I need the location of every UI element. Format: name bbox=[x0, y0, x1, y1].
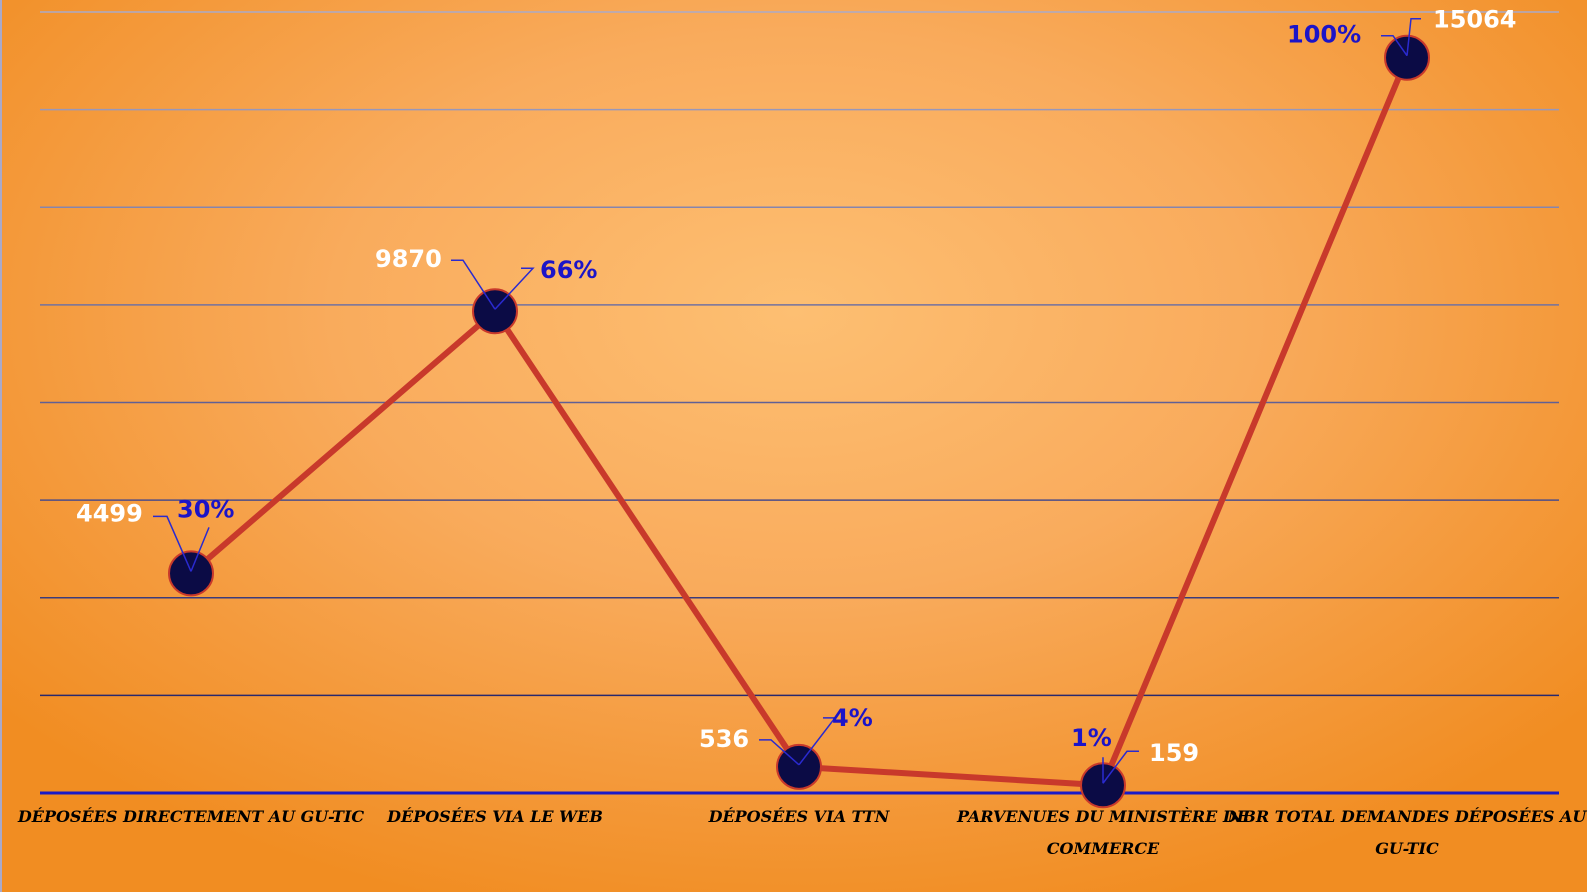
x-tick-label: NBR TOTAL DEMANDES DÉPOSÉES AU bbox=[1227, 806, 1587, 826]
percent-leader-line bbox=[190, 527, 210, 572]
value-leader-line bbox=[1406, 17, 1421, 56]
data-percent-label: 100% bbox=[1287, 21, 1361, 49]
data-value-label: 159 bbox=[1149, 739, 1199, 767]
value-leader-line bbox=[153, 515, 192, 572]
percent-leader-line bbox=[494, 267, 535, 310]
x-tick-label: COMMERCE bbox=[1047, 839, 1160, 858]
data-percent-label: 4% bbox=[832, 704, 873, 732]
percent-leader-line bbox=[798, 717, 837, 766]
data-point-marker bbox=[472, 288, 518, 335]
value-leader-line bbox=[1102, 750, 1139, 784]
data-value-label: 9870 bbox=[375, 245, 442, 273]
data-value-label: 536 bbox=[699, 725, 749, 753]
data-percent-label: 30% bbox=[177, 495, 234, 523]
x-tick-label: DÉPOSÉES VIA LE WEB bbox=[386, 806, 603, 826]
x-tick-label: GU-TIC bbox=[1375, 839, 1439, 858]
value-leader-line bbox=[451, 259, 496, 310]
x-tick-label: DÉPOSÉES VIA TTN bbox=[708, 806, 891, 826]
x-tick-label: DÉPOSÉES DIRECTEMENT AU GU-TIC bbox=[17, 806, 364, 826]
data-value-label: 15064 bbox=[1433, 6, 1517, 34]
series-line bbox=[189, 56, 1410, 789]
data-value-label: 4499 bbox=[76, 499, 143, 527]
data-point-marker bbox=[168, 550, 214, 597]
x-tick-label: PARVENUES DU MINISTÈRE DE bbox=[956, 806, 1250, 826]
data-percent-label: 66% bbox=[540, 256, 597, 284]
percent-leader-line bbox=[1381, 34, 1408, 57]
data-point-marker bbox=[1384, 34, 1430, 81]
value-leader-line bbox=[759, 739, 800, 766]
data-percent-label: 1% bbox=[1071, 724, 1112, 752]
